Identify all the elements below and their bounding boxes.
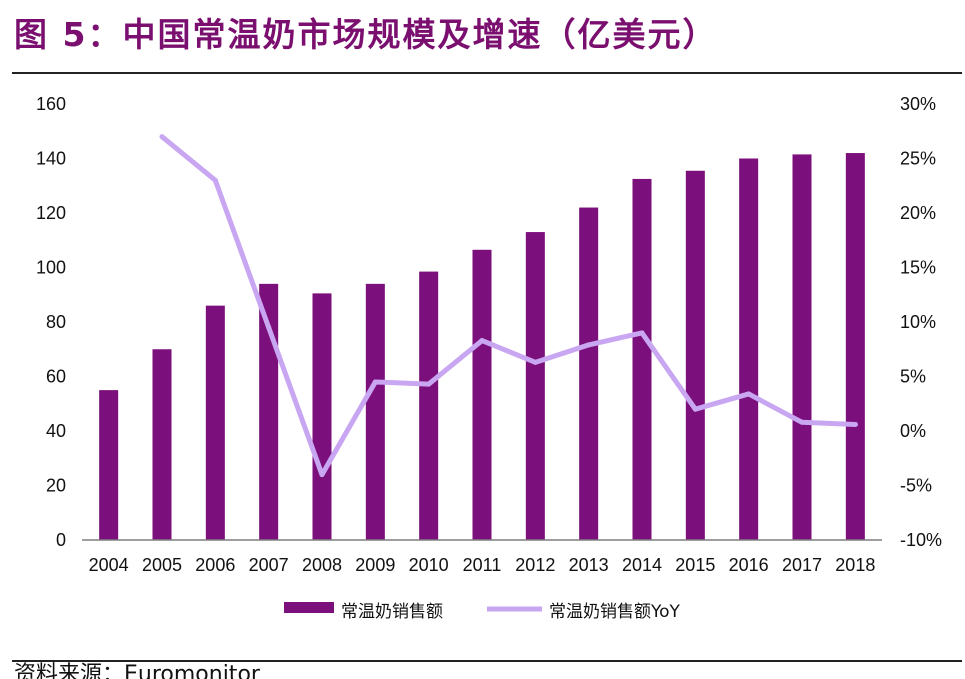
yoy-point xyxy=(586,342,592,348)
x-tick-label: 2009 xyxy=(355,555,395,575)
left-tick-label: 120 xyxy=(36,203,66,223)
legend: 常温奶销售额 常温奶销售额YoY xyxy=(284,602,681,622)
right-tick-label: -10% xyxy=(900,530,942,550)
right-tick-label: 15% xyxy=(900,258,936,278)
yoy-point xyxy=(372,379,378,385)
combo-chart: 0 20 40 60 80 100 120 140 160 -10% -5% 0% 5% 10% 15% 2… xyxy=(36,94,942,622)
yoy-point xyxy=(266,324,272,330)
bottom-divider xyxy=(12,660,962,662)
x-axis-labels: 2004 2005 2006 2007 2008 2009 2010 2011 2012 2013… xyxy=(89,555,876,575)
yoy-point xyxy=(159,134,165,140)
bar xyxy=(312,293,332,540)
right-tick-label: 0% xyxy=(900,421,926,441)
x-tick-label: 2014 xyxy=(622,555,662,575)
left-axis-ticks: 0 20 40 60 80 100 120 140 160 xyxy=(36,94,66,550)
left-tick-label: 140 xyxy=(36,149,66,169)
x-tick-label: 2008 xyxy=(302,555,342,575)
x-tick-label: 2016 xyxy=(729,555,769,575)
right-tick-label: -5% xyxy=(900,476,932,496)
bar xyxy=(152,349,172,540)
bar xyxy=(99,390,119,540)
x-tick-label: 2010 xyxy=(409,555,449,575)
left-tick-label: 100 xyxy=(36,258,66,278)
x-tick-label: 2007 xyxy=(249,555,289,575)
left-tick-label: 40 xyxy=(46,421,66,441)
bar xyxy=(525,232,545,540)
x-tick-label: 2005 xyxy=(142,555,182,575)
yoy-point xyxy=(746,391,752,397)
right-tick-label: 20% xyxy=(900,203,936,223)
left-tick-label: 160 xyxy=(36,94,66,114)
x-tick-label: 2017 xyxy=(782,555,822,575)
yoy-point xyxy=(479,338,485,344)
yoy-point xyxy=(799,419,805,425)
bar xyxy=(685,170,705,540)
yoy-point xyxy=(639,330,645,336)
yoy-point xyxy=(852,421,858,427)
right-tick-label: 30% xyxy=(900,94,936,114)
bar xyxy=(739,158,759,540)
bar xyxy=(792,154,812,540)
left-tick-label: 80 xyxy=(46,312,66,332)
x-tick-label: 2012 xyxy=(515,555,555,575)
right-tick-label: 10% xyxy=(900,312,936,332)
right-tick-label: 5% xyxy=(900,367,926,387)
left-tick-label: 60 xyxy=(46,367,66,387)
left-tick-label: 20 xyxy=(46,476,66,496)
yoy-line-series xyxy=(159,134,858,478)
bar xyxy=(632,178,652,540)
bar xyxy=(205,305,225,540)
legend-label-line: 常温奶销售额YoY xyxy=(549,602,681,622)
x-tick-label: 2018 xyxy=(835,555,875,575)
yoy-point xyxy=(692,406,698,412)
bar xyxy=(419,271,439,540)
source-note: 资料来源：Euromonitor xyxy=(14,662,260,679)
yoy-line xyxy=(159,134,858,478)
left-tick-label: 0 xyxy=(56,530,66,550)
yoy-point xyxy=(319,472,325,478)
bar xyxy=(845,153,865,541)
bar xyxy=(365,283,385,540)
x-tick-label: 2006 xyxy=(195,555,235,575)
right-tick-label: 25% xyxy=(900,149,936,169)
yoy-point xyxy=(532,359,538,365)
yoy-point xyxy=(212,177,218,183)
x-tick-label: 2011 xyxy=(463,555,502,575)
bar-series xyxy=(99,153,865,541)
bar xyxy=(579,207,599,541)
x-tick-label: 2004 xyxy=(89,555,129,575)
legend-swatch-bar xyxy=(284,602,334,613)
top-divider xyxy=(12,72,962,74)
x-tick-label: 2013 xyxy=(569,555,609,575)
yoy-point xyxy=(426,381,432,387)
right-axis-ticks: -10% -5% 0% 5% 10% 15% 20% 25% 30% xyxy=(900,94,942,550)
chart-title: 图 5：中国常温奶市场规模及增速（亿美元） xyxy=(14,15,718,54)
bar xyxy=(472,249,492,540)
x-tick-label: 2015 xyxy=(675,555,715,575)
legend-label-bar: 常温奶销售额 xyxy=(341,602,443,622)
